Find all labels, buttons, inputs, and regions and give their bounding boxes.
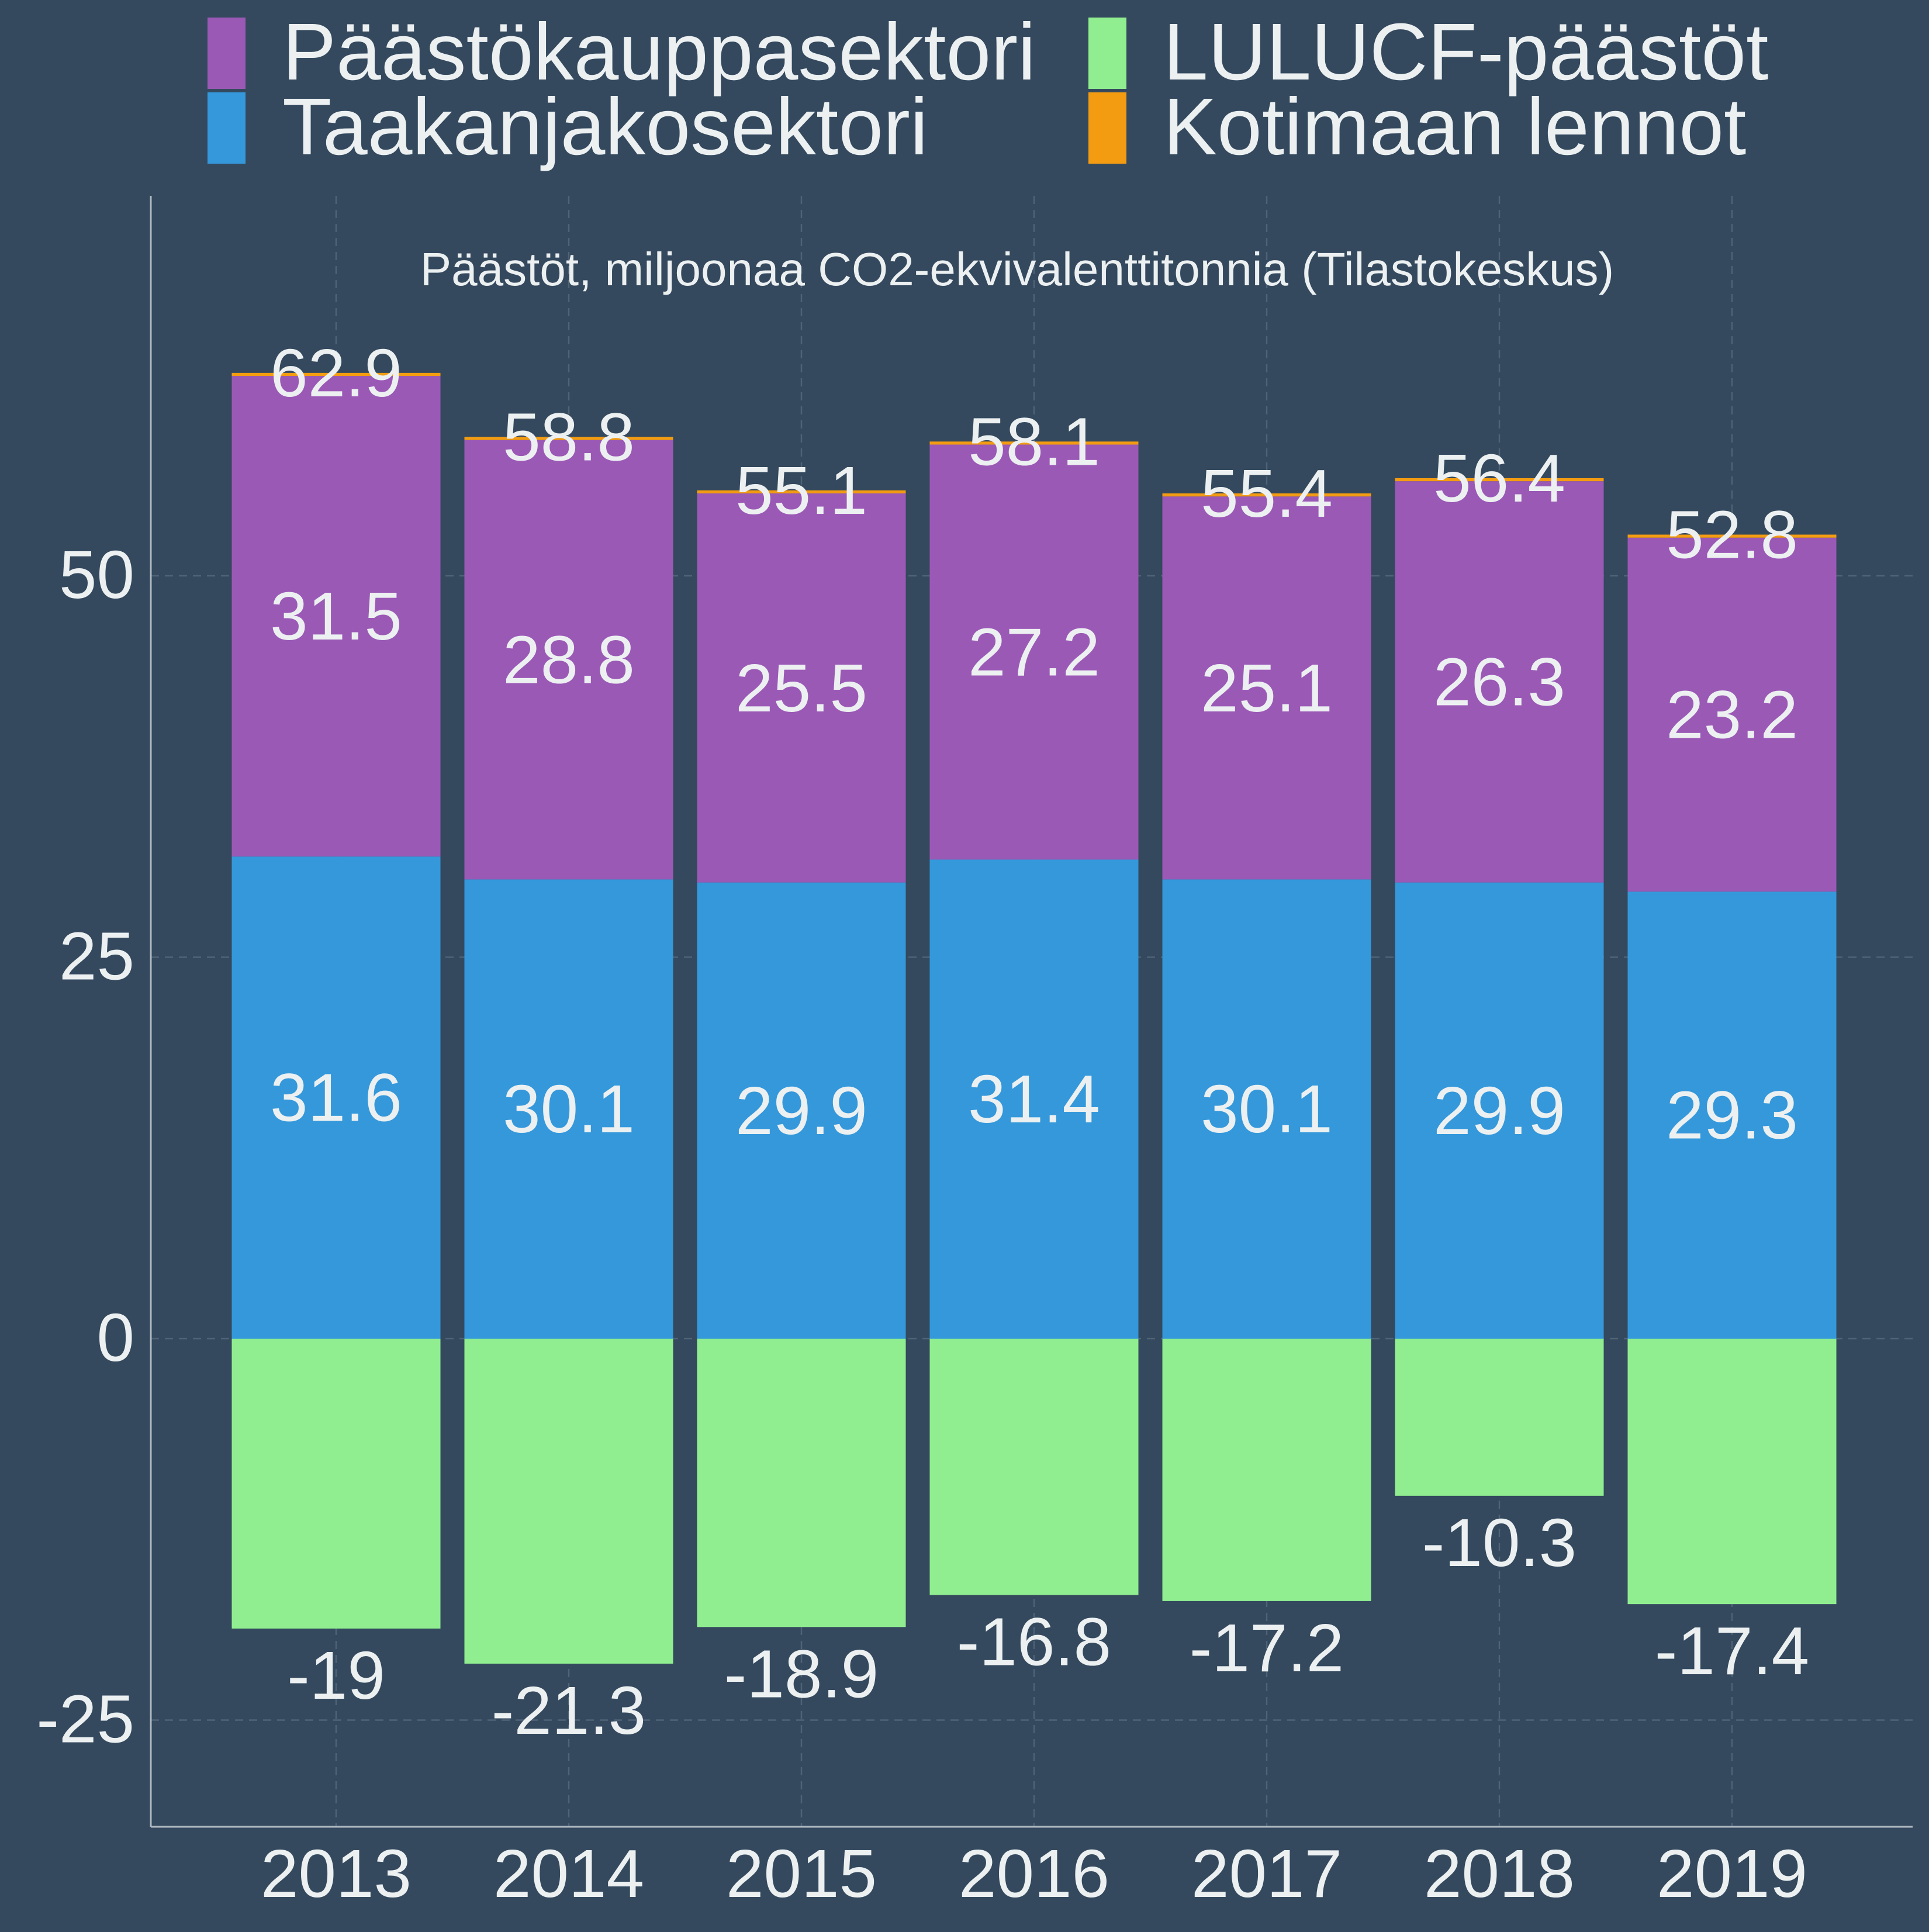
y-tick-label: 50 [59, 537, 134, 613]
bar-lulucf [1627, 1339, 1837, 1605]
x-tick-label: 2019 [1657, 1836, 1807, 1912]
legend-label: Päästökauppasektori [282, 7, 1036, 97]
bar-kotimaan-lennot [697, 490, 906, 494]
legend-label: Kotimaan lennot [1163, 82, 1746, 172]
data-label-taakanjako: 31.6 [270, 1060, 402, 1136]
data-label-paastokauppa: 25.5 [735, 650, 867, 726]
bar-lulucf [1395, 1339, 1604, 1496]
data-label-lulucf: -18.9 [724, 1636, 879, 1712]
legend-label: Taakanjakosektori [282, 82, 928, 172]
bar-paastokauppa [231, 376, 441, 857]
bar-lulucf [697, 1339, 906, 1627]
x-tick-label: 2015 [726, 1836, 877, 1912]
y-tick-label: 25 [59, 918, 134, 994]
bar-kotimaan-lennot [1627, 534, 1837, 538]
bar-kotimaan-lennot [1395, 478, 1604, 482]
data-label-lulucf: -17.2 [1190, 1610, 1344, 1686]
data-label-total: 55.4 [1201, 455, 1333, 531]
data-label-paastokauppa: 25.1 [1201, 650, 1333, 726]
data-label-taakanjako: 30.1 [503, 1071, 635, 1147]
x-tick-label: 2017 [1191, 1836, 1342, 1912]
data-label-taakanjako: 31.4 [968, 1061, 1100, 1137]
bars [231, 372, 1837, 1664]
data-label-taakanjako: 29.9 [1433, 1073, 1565, 1149]
legend-label: LULUCF-päästöt [1163, 7, 1768, 97]
bar-taakanjako [1395, 882, 1604, 1339]
data-label-lulucf: -16.8 [957, 1603, 1111, 1679]
x-tick-label: 2014 [493, 1836, 644, 1912]
bar-paastokauppa [1395, 481, 1604, 883]
y-tick-label: -25 [36, 1681, 134, 1757]
data-label-total: 55.1 [735, 452, 867, 528]
bar-lulucf [231, 1339, 441, 1629]
data-label-total: 56.4 [1433, 440, 1565, 516]
bar-paastokauppa [1162, 496, 1371, 880]
data-label-total: 52.8 [1666, 497, 1798, 573]
legend-swatch [208, 18, 246, 89]
x-tick-label: 2018 [1424, 1836, 1575, 1912]
bar-paastokauppa [697, 493, 906, 883]
data-label-paastokauppa: 28.8 [503, 622, 635, 698]
y-axis-ticks: -25 0 25 50 [36, 537, 134, 1757]
legend-swatch [208, 92, 246, 164]
data-label-lulucf: -10.3 [1422, 1505, 1577, 1581]
x-tick-label: 2016 [959, 1836, 1109, 1912]
bar-paastokauppa [1627, 537, 1837, 892]
bar-paastokauppa [464, 440, 673, 880]
y-tick-label: 0 [96, 1299, 134, 1375]
bar-taakanjako [1162, 879, 1371, 1339]
data-label-taakanjako: 29.9 [735, 1073, 867, 1149]
data-label-taakanjako: 30.1 [1201, 1071, 1333, 1147]
legend-swatch [1088, 92, 1126, 164]
bar-kotimaan-lennot [464, 437, 673, 440]
chart-title: Päästöt, miljoonaa CO2-ekvivalenttitonni… [420, 243, 1614, 295]
bar-kotimaan-lennot [231, 372, 441, 376]
data-label-lulucf: -17.4 [1655, 1613, 1809, 1689]
data-label-paastokauppa: 27.2 [968, 614, 1100, 690]
data-label-total: 58.1 [968, 403, 1100, 479]
bar-lulucf [929, 1339, 1139, 1595]
bar-lulucf [1162, 1339, 1371, 1601]
bar-taakanjako [929, 859, 1139, 1339]
legend-swatch [1088, 18, 1126, 89]
data-label-lulucf: -21.3 [492, 1672, 646, 1748]
bar-kotimaan-lennot [1162, 493, 1371, 497]
bar-taakanjako [697, 882, 906, 1339]
data-label-total: 58.8 [503, 399, 635, 475]
data-label-taakanjako: 29.3 [1666, 1077, 1798, 1153]
x-axis-ticks: 2013 2014 2015 2016 2017 2018 2019 [261, 1836, 1807, 1912]
bar-paastokauppa [929, 444, 1139, 860]
x-tick-label: 2013 [261, 1836, 412, 1912]
bar-taakanjako [464, 879, 673, 1339]
bar-taakanjako [1627, 891, 1837, 1339]
bar-lulucf [464, 1339, 673, 1664]
data-labels: 31.5 31.6 -19 62.9 28.8 30.1 -21.3 58.8 25.5 29.9… [270, 335, 1809, 1748]
data-label-paastokauppa: 26.3 [1433, 644, 1565, 720]
data-label-total: 62.9 [270, 335, 402, 411]
data-label-lulucf: -19 [287, 1637, 385, 1713]
data-label-paastokauppa: 23.2 [1666, 677, 1798, 753]
bar-taakanjako [231, 856, 441, 1339]
bar-kotimaan-lennot [929, 441, 1139, 445]
data-label-paastokauppa: 31.5 [270, 578, 402, 654]
